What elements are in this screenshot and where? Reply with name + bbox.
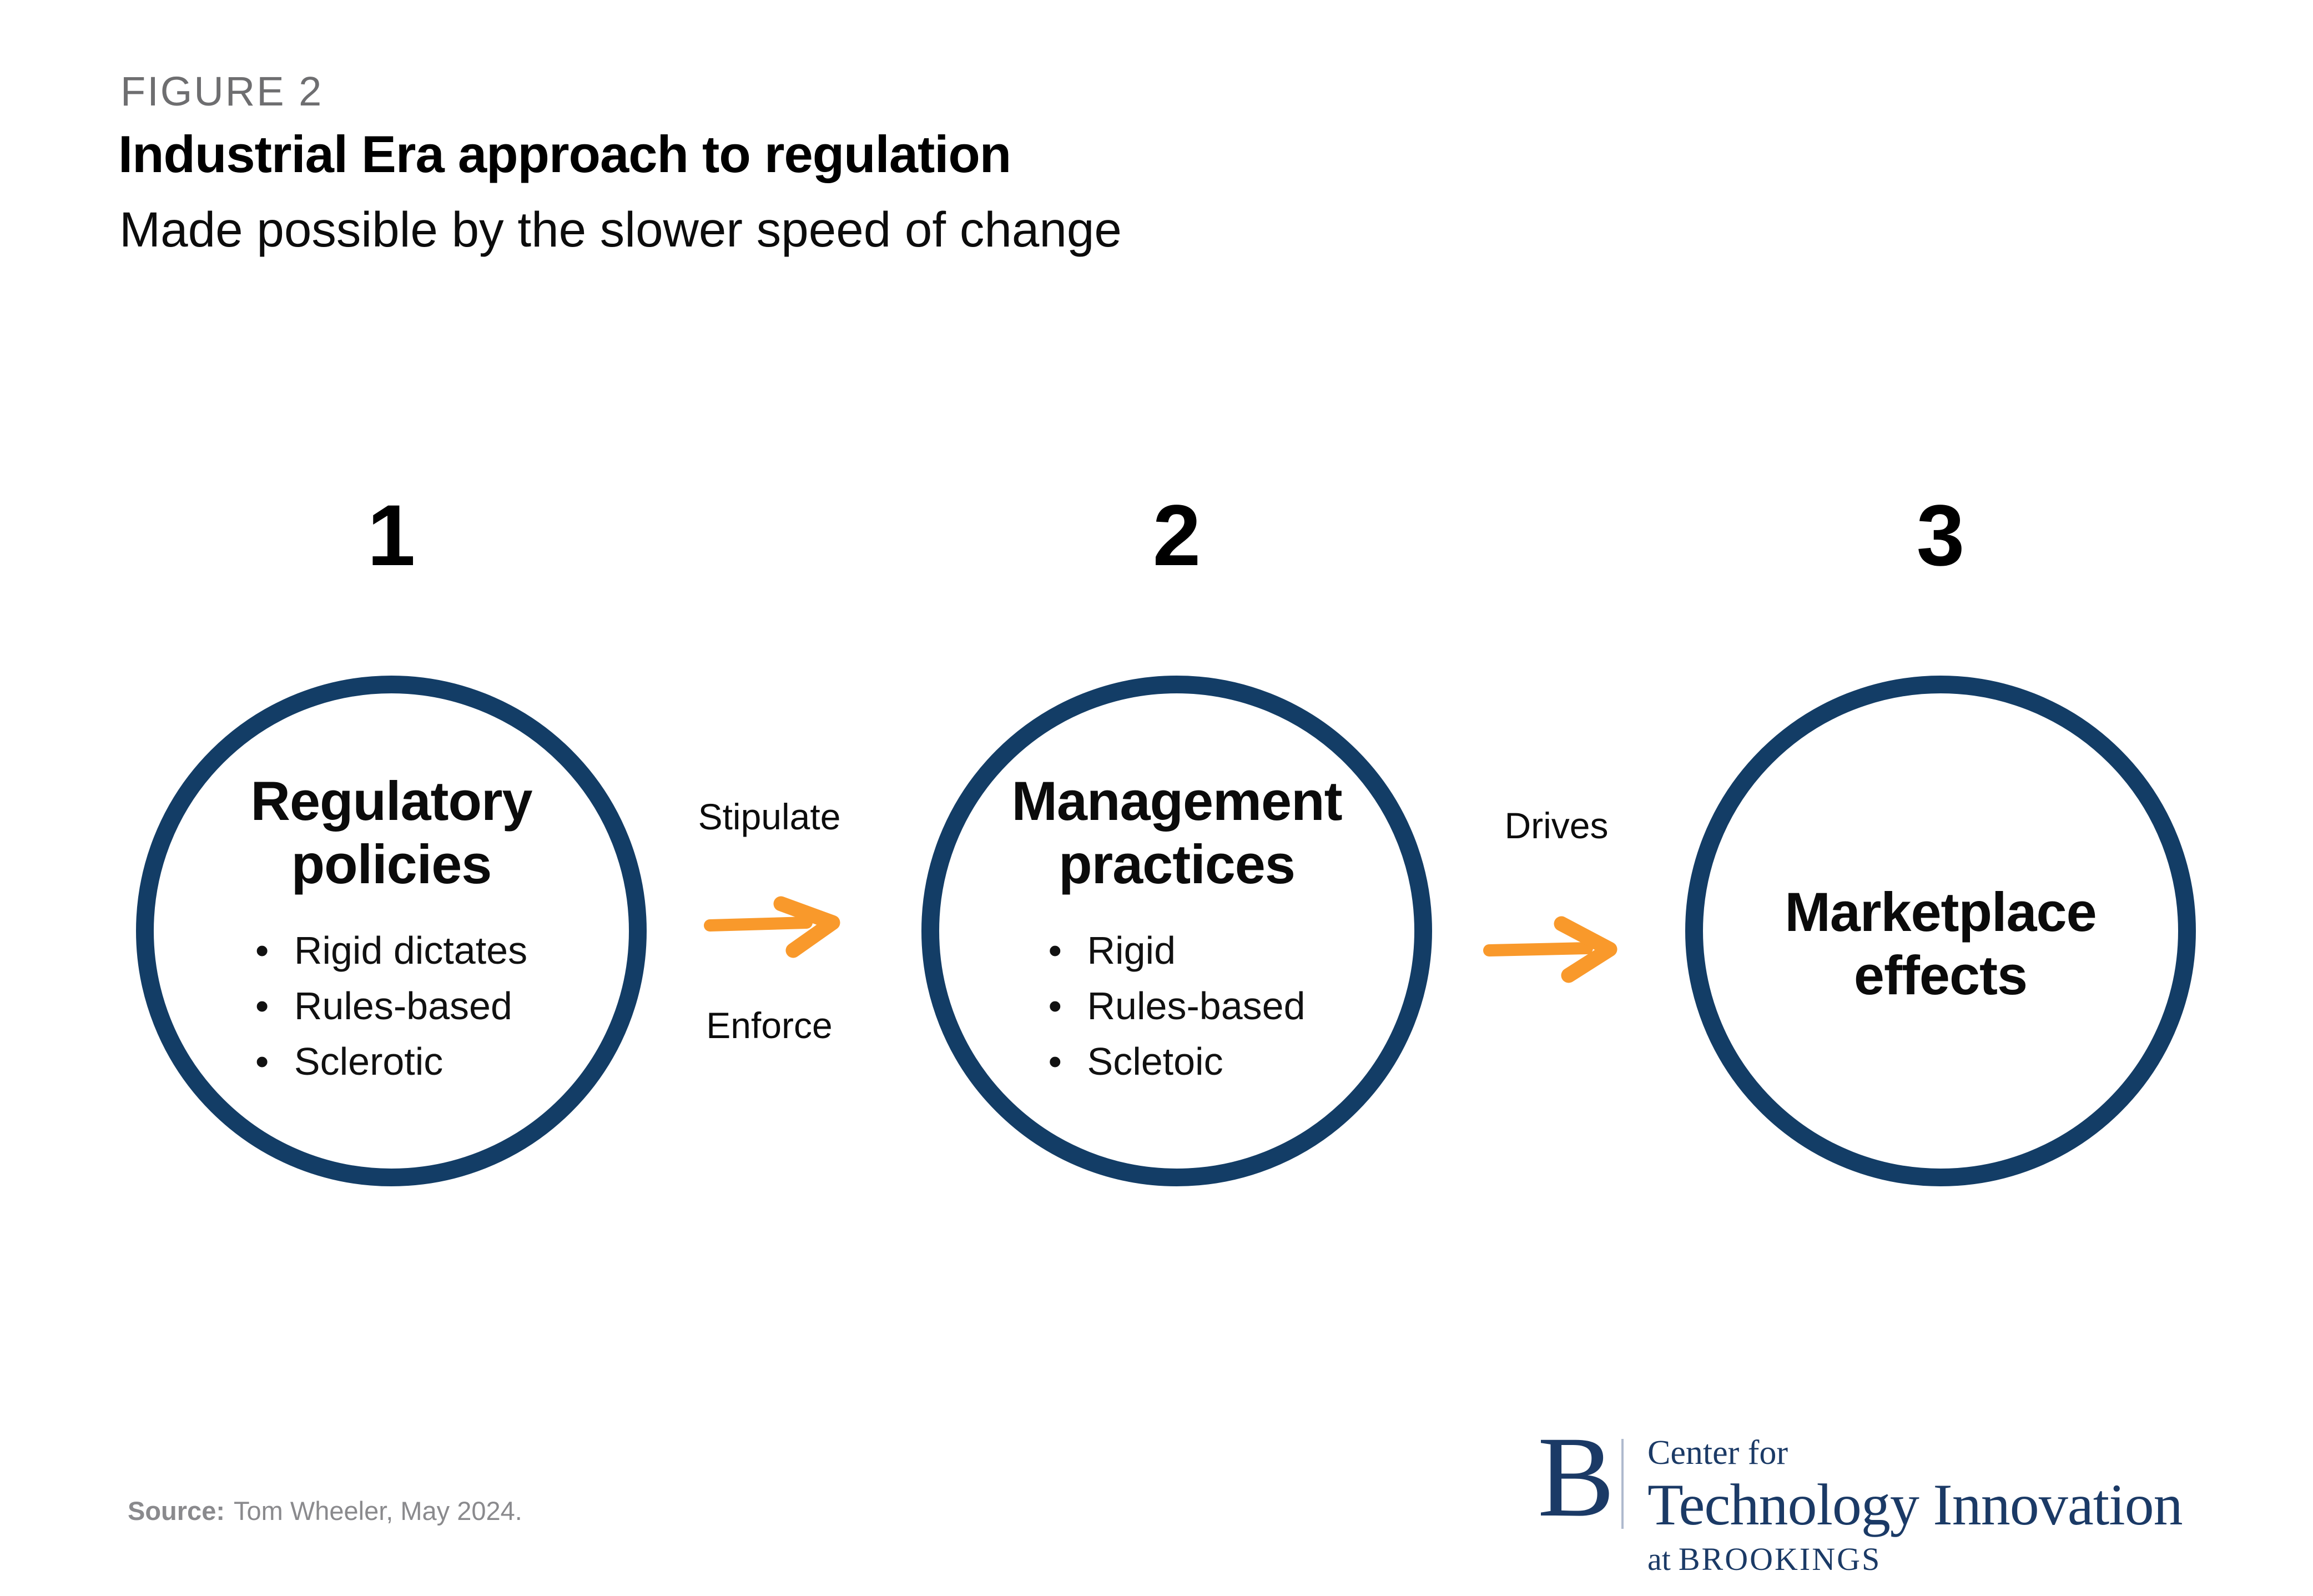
list-item: • Rigid dictates: [255, 923, 527, 978]
circle-regulatory-policies: Regulatory policies • Rigid dictates • R…: [136, 676, 647, 1186]
logo-technology-innovation: Technology Innovation: [1647, 1472, 2183, 1537]
logo-at-brookings: at BROOKINGS: [1647, 1543, 2183, 1575]
circle-3-heading: Marketplace effects: [1703, 880, 2178, 1007]
step-number-1: 1: [367, 487, 416, 584]
bullet-text: Rules-based: [294, 984, 512, 1028]
brookings-b-logo: B: [1538, 1413, 1615, 1540]
bullet-dot-icon: •: [1048, 929, 1062, 972]
step-number-2: 2: [1152, 487, 1201, 584]
list-item: • Sclerotic: [255, 1034, 527, 1089]
source-text: Tom Wheeler, May 2024.: [234, 1496, 522, 1525]
circle-3-heading-line-2: effects: [1853, 944, 2028, 1006]
circle-2-heading-line-1: Management: [1011, 770, 1342, 832]
circle-1-heading-line-1: Regulatory: [250, 770, 532, 832]
bullet-dot-icon: •: [1048, 1040, 1062, 1084]
step-number-3: 3: [1916, 487, 1965, 584]
logo-divider: [1621, 1439, 1624, 1529]
circle-2-heading-line-2: practices: [1059, 833, 1296, 895]
logo-at: at: [1647, 1541, 1671, 1577]
circle-1-bullet-list: • Rigid dictates • Rules-based • Sclerot…: [255, 923, 527, 1089]
source-note: Source: Tom Wheeler, May 2024.: [128, 1496, 522, 1526]
circle-marketplace-effects: Marketplace effects: [1685, 676, 2196, 1186]
source-label: Source:: [128, 1496, 225, 1525]
bullet-dot-icon: •: [255, 984, 269, 1028]
list-item: • Scletoic: [1049, 1034, 1306, 1089]
connector-1-top-label: Stipulate: [698, 796, 841, 837]
list-item: • Rules-based: [1049, 978, 1306, 1034]
figure-subtitle: Made possible by the slower speed of cha…: [119, 202, 1122, 257]
list-item: • Rigid: [1049, 923, 1306, 978]
bullet-dot-icon: •: [255, 1040, 269, 1084]
connector-1-bottom-label: Enforce: [706, 1005, 833, 1046]
circle-1-heading-line-2: policies: [291, 833, 492, 895]
bullet-text: Rigid: [1087, 929, 1176, 972]
connector-2-top-label: Drives: [1504, 805, 1609, 846]
circle-2-bullet-list: • Rigid • Rules-based • Scletoic: [1049, 923, 1306, 1089]
bullet-text: Rules-based: [1087, 984, 1306, 1028]
logo-center-for: Center for: [1647, 1434, 1788, 1472]
bullet-text: Rigid dictates: [294, 929, 528, 972]
bullet-text: Scletoic: [1087, 1040, 1223, 1084]
bullet-text: Sclerotic: [294, 1040, 444, 1084]
circle-2-heading: Management practices: [939, 769, 1414, 896]
list-item: • Rules-based: [255, 978, 527, 1034]
figure-title: Industrial Era approach to regulation: [118, 125, 1011, 183]
circle-1-heading: Regulatory policies: [154, 769, 629, 896]
figure-label: FIGURE 2: [120, 68, 324, 114]
right-arrow-icon: [1483, 916, 1617, 983]
bullet-dot-icon: •: [255, 929, 269, 972]
logo-brookings: BROOKINGS: [1678, 1541, 1882, 1577]
right-arrow-icon: [704, 896, 840, 958]
bullet-dot-icon: •: [1048, 984, 1062, 1028]
circle-management-practices: Management practices • Rigid • Rules-bas…: [921, 676, 1432, 1186]
logo-wordmark: Center for Technology Innovation at BROOK…: [1647, 1436, 2183, 1575]
circle-3-heading-line-1: Marketplace: [1785, 881, 2097, 943]
